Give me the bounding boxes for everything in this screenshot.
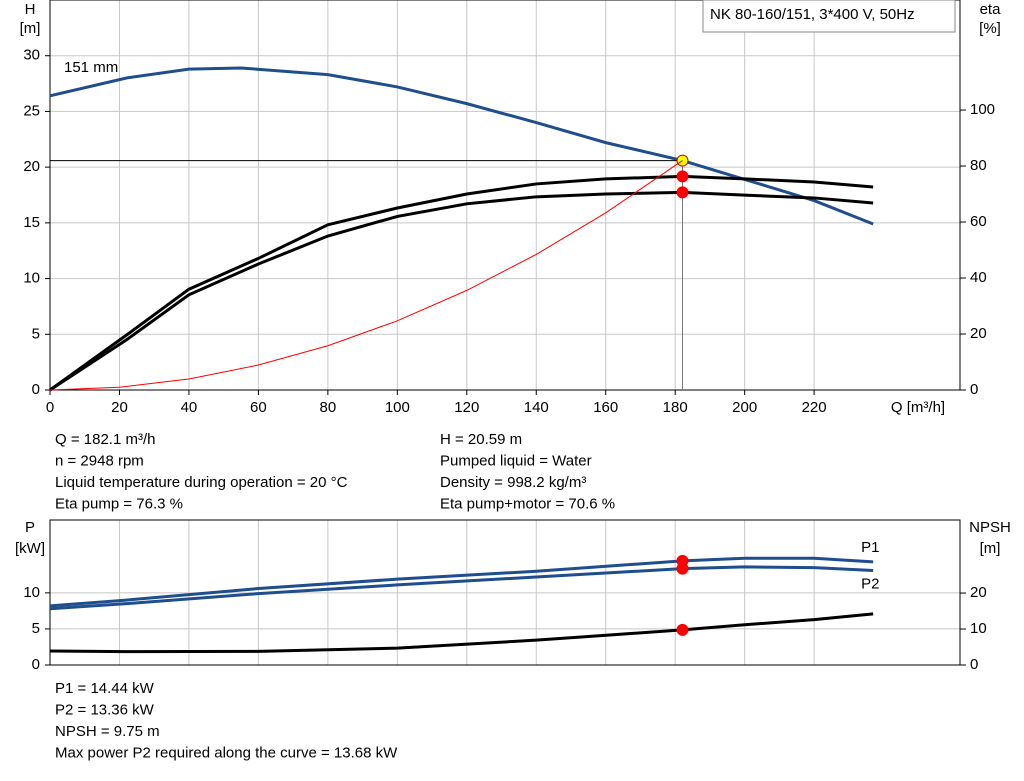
- curve: [49, 612, 874, 654]
- series-label: 151 mm: [64, 59, 118, 76]
- y2-tick-label: 100: [970, 101, 995, 118]
- x-tick-label: 140: [524, 399, 549, 416]
- y2-axis-label: NPSH: [969, 519, 1011, 536]
- y2-tick-label: 0: [970, 656, 978, 673]
- x-tick-label: 100: [385, 399, 410, 416]
- title-box: [702, 0, 956, 33]
- y2-tick-label: 10: [970, 620, 987, 637]
- info-line: Liquid temperature during operation = 20…: [55, 474, 348, 491]
- x-tick-label: 120: [454, 399, 479, 416]
- y2-tick-label: 40: [970, 269, 987, 286]
- y-axis-label: H: [25, 1, 36, 18]
- x-tick-label: 220: [802, 399, 827, 416]
- curve: [49, 174, 874, 392]
- info-line: Q = 182.1 m³/h: [55, 431, 155, 448]
- y-tick-label: 25: [23, 102, 40, 119]
- y2-axis-unit: [m]: [980, 540, 1001, 557]
- x-tick-label: 0: [46, 399, 54, 416]
- y-tick-label: 20: [23, 158, 40, 175]
- info-line: NPSH = 9.75 m: [55, 723, 160, 740]
- info-line: Density = 998.2 kg/m³: [440, 474, 586, 491]
- y2-axis-unit: [%]: [979, 20, 1001, 37]
- y2-tick-label: 0: [970, 381, 978, 398]
- curve: [49, 565, 874, 611]
- x-tick-label: 80: [320, 399, 337, 416]
- operating-point: [676, 562, 689, 575]
- plot-frame: [49, 519, 961, 666]
- y-axis-label: P: [25, 519, 35, 536]
- y-tick-label: 0: [32, 381, 40, 398]
- info-line: n = 2948 rpm: [55, 452, 144, 469]
- x-tick-label: 20: [111, 399, 128, 416]
- x-tick-label: 180: [663, 399, 688, 416]
- y-tick-label: 0: [32, 656, 40, 673]
- x-tick-label: 160: [593, 399, 618, 416]
- y2-tick-label: 20: [970, 325, 987, 342]
- y-axis-unit: [kW]: [15, 540, 45, 557]
- info-line: Pumped liquid = Water: [440, 452, 592, 469]
- operating-point: [676, 170, 689, 183]
- info-line: P1 = 14.44 kW: [55, 680, 155, 697]
- info-line: Eta pump = 76.3 %: [55, 495, 183, 512]
- y2-tick-label: 80: [970, 157, 987, 174]
- curve: [49, 556, 874, 608]
- chart-title: NK 80-160/151, 3*400 V, 50Hz: [710, 6, 915, 23]
- info-line: P2 = 13.36 kW: [55, 701, 155, 718]
- info-line: Eta pump+motor = 70.6 %: [440, 495, 615, 512]
- y-tick-label: 5: [32, 325, 40, 342]
- y-tick-label: 15: [23, 214, 40, 231]
- y2-axis-label: eta: [980, 1, 1002, 18]
- plot-frame: [49, 0, 961, 391]
- x-axis-label: Q [m³/h]: [891, 399, 945, 416]
- y-axis-unit: [m]: [20, 20, 41, 37]
- y2-tick-label: 60: [970, 213, 987, 230]
- y-tick-label: 10: [23, 270, 40, 287]
- operating-point: [676, 186, 689, 199]
- x-tick-label: 60: [250, 399, 267, 416]
- curve: [49, 160, 683, 391]
- y-tick-label: 5: [32, 620, 40, 637]
- series-label: P1: [861, 539, 879, 556]
- curve: [49, 66, 874, 226]
- y-tick-label: 30: [23, 47, 40, 64]
- x-tick-label: 40: [181, 399, 198, 416]
- y2-tick-label: 20: [970, 584, 987, 601]
- operating-point: [676, 623, 689, 636]
- x-tick-label: 200: [732, 399, 757, 416]
- y-tick-label: 10: [23, 584, 40, 601]
- info-line: H = 20.59 m: [440, 431, 522, 448]
- info-line: Max power P2 required along the curve = …: [55, 744, 398, 761]
- curve: [49, 190, 874, 392]
- series-label: P2: [861, 575, 879, 592]
